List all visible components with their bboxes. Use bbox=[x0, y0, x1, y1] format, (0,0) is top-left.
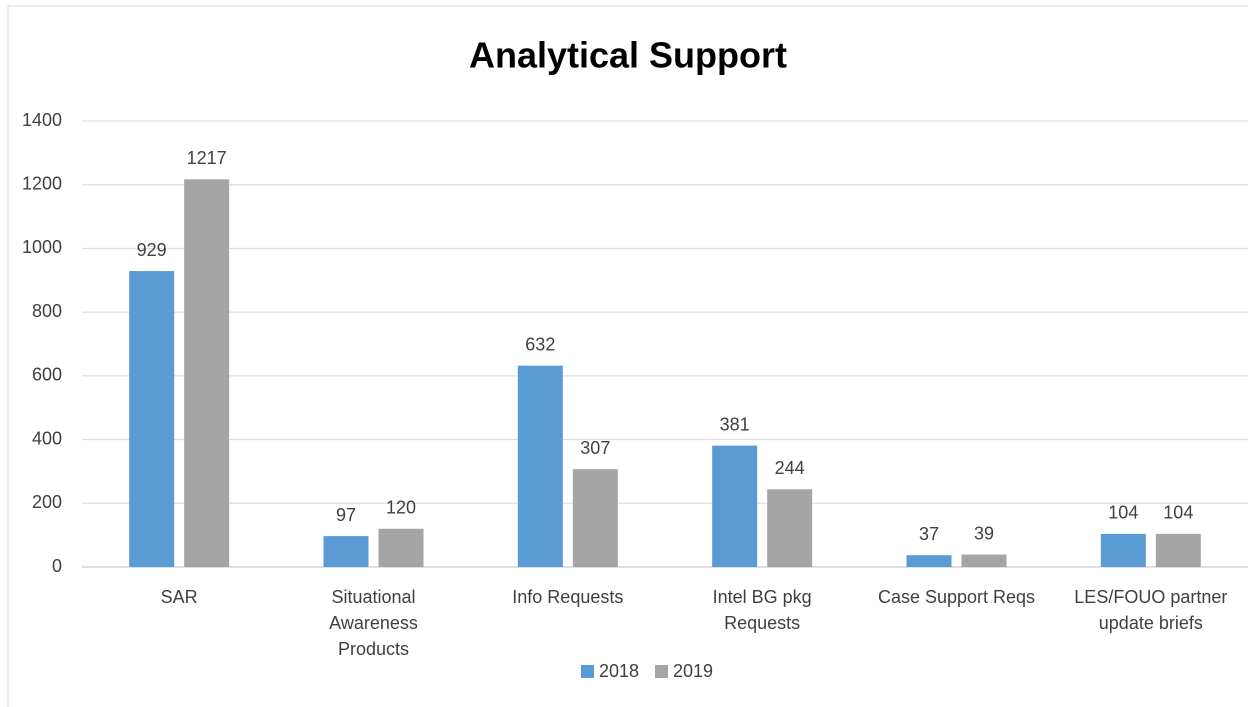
data-label: 104 bbox=[1108, 503, 1138, 523]
legend-label: 2019 bbox=[673, 661, 713, 681]
legend-label: 2018 bbox=[599, 661, 639, 681]
x-tick-label: Info Requests bbox=[512, 587, 623, 607]
data-label: 929 bbox=[137, 240, 167, 260]
bar bbox=[184, 179, 230, 567]
y-tick-label: 600 bbox=[32, 365, 62, 385]
x-tick-label: SAR bbox=[161, 587, 198, 607]
bar bbox=[906, 555, 952, 567]
bar bbox=[1155, 533, 1201, 567]
data-label: 39 bbox=[974, 523, 994, 543]
y-tick-label: 1200 bbox=[22, 173, 62, 193]
bar bbox=[323, 536, 369, 567]
legend-swatch bbox=[581, 665, 594, 678]
data-label: 97 bbox=[336, 505, 356, 525]
data-label: 632 bbox=[525, 334, 555, 354]
data-label: 307 bbox=[580, 438, 610, 458]
data-label: 381 bbox=[720, 414, 750, 434]
legend-swatch bbox=[655, 665, 668, 678]
y-tick-label: 0 bbox=[52, 556, 62, 576]
bar bbox=[129, 271, 175, 567]
y-tick-label: 800 bbox=[32, 301, 62, 321]
data-label: 104 bbox=[1163, 503, 1193, 523]
x-tick-label: Intel BG pkg Requests bbox=[713, 587, 812, 633]
bar bbox=[572, 469, 618, 567]
y-tick-label: 1400 bbox=[22, 110, 62, 130]
y-tick-label: 200 bbox=[32, 492, 62, 512]
bar bbox=[767, 489, 813, 567]
x-tick-label: Case Support Reqs bbox=[878, 587, 1035, 607]
chart-border bbox=[7, 5, 1248, 707]
chart-title: Analytical Support bbox=[469, 35, 787, 76]
bar bbox=[961, 554, 1007, 567]
data-label: 244 bbox=[775, 458, 805, 478]
x-tick-label: Situational Awareness Products bbox=[329, 587, 418, 659]
x-tick-label: LES/FOUO partner update briefs bbox=[1074, 587, 1227, 633]
bar bbox=[517, 365, 563, 567]
data-label: 37 bbox=[919, 524, 939, 544]
y-tick-label: 400 bbox=[32, 428, 62, 448]
bar bbox=[378, 528, 424, 567]
data-label: 120 bbox=[386, 498, 416, 518]
y-tick-label: 1000 bbox=[22, 237, 62, 257]
bar bbox=[1100, 533, 1146, 567]
data-label: 1217 bbox=[187, 148, 227, 168]
bar bbox=[712, 445, 758, 567]
